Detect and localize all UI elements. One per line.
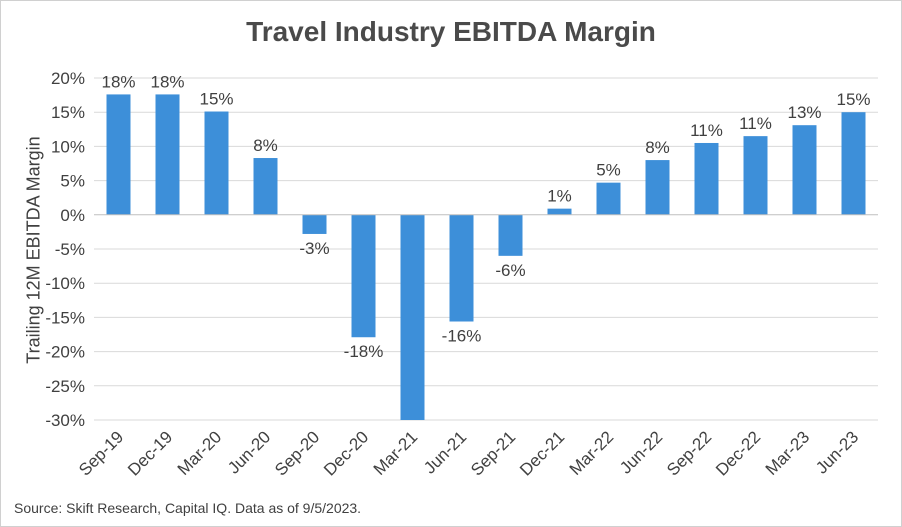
data-label: 5% <box>596 161 621 180</box>
x-tick-label: Mar-20 <box>174 427 226 479</box>
y-tick-label: 10% <box>51 137 85 156</box>
x-tick-label: Mar-23 <box>762 427 814 479</box>
data-label: 8% <box>645 138 670 157</box>
data-label: -3% <box>299 239 329 258</box>
data-label: -18% <box>344 342 384 361</box>
data-label: -6% <box>495 261 525 280</box>
y-tick-label: 5% <box>60 172 85 191</box>
y-tick-label: -10% <box>45 274 85 293</box>
bar <box>400 214 425 420</box>
x-tick-label: Dec-19 <box>124 427 176 479</box>
bar <box>694 142 719 215</box>
y-tick-label: 15% <box>51 103 85 122</box>
y-tick-label: -5% <box>55 240 85 259</box>
data-label: 18% <box>150 72 184 91</box>
data-label: -16% <box>442 327 482 346</box>
bar <box>351 214 376 338</box>
x-tick-label: Dec-22 <box>712 427 764 479</box>
data-label: 8% <box>253 136 278 155</box>
bar <box>106 94 131 215</box>
bar <box>645 160 670 215</box>
bar <box>841 112 866 215</box>
data-label: 15% <box>199 90 233 109</box>
x-tick-label: Sep-21 <box>467 427 519 479</box>
data-label: 15% <box>836 90 870 109</box>
y-tick-label: 20% <box>51 69 85 88</box>
x-tick-label: Jun-20 <box>224 427 274 477</box>
x-tick-label: Dec-21 <box>516 427 568 479</box>
data-label: 1% <box>547 187 572 206</box>
y-tick-label: 0% <box>60 206 85 225</box>
y-tick-label: -20% <box>45 343 85 362</box>
bar <box>204 111 229 215</box>
x-tick-label: Jun-23 <box>812 427 862 477</box>
y-tick-label: -25% <box>45 377 85 396</box>
bar <box>498 214 523 256</box>
x-tick-label: Mar-22 <box>566 427 618 479</box>
bar <box>743 136 768 215</box>
bar <box>596 182 621 215</box>
bar <box>792 125 817 215</box>
data-label: 11% <box>739 114 772 133</box>
x-tick-label: Mar-21 <box>370 427 422 479</box>
source-note: Source: Skift Research, Capital IQ. Data… <box>14 500 362 516</box>
y-tick-label: -30% <box>45 411 85 430</box>
x-tick-label: Dec-20 <box>320 427 372 479</box>
data-label: 18% <box>101 72 135 91</box>
x-tick-label: Jun-22 <box>616 427 666 477</box>
x-tick-label: Sep-20 <box>271 427 323 479</box>
data-label: 13% <box>787 103 821 122</box>
bar <box>449 214 474 322</box>
data-label: 11% <box>690 121 723 140</box>
bar <box>302 214 327 234</box>
chart-title: Travel Industry EBITDA Margin <box>246 16 656 47</box>
y-tick-label: -15% <box>45 308 85 327</box>
x-tick-label: Sep-22 <box>663 427 715 479</box>
bar <box>155 94 180 215</box>
bar <box>253 158 278 215</box>
x-tick-label: Sep-19 <box>75 427 127 479</box>
x-tick-label: Jun-21 <box>420 427 470 477</box>
bar <box>547 208 572 215</box>
